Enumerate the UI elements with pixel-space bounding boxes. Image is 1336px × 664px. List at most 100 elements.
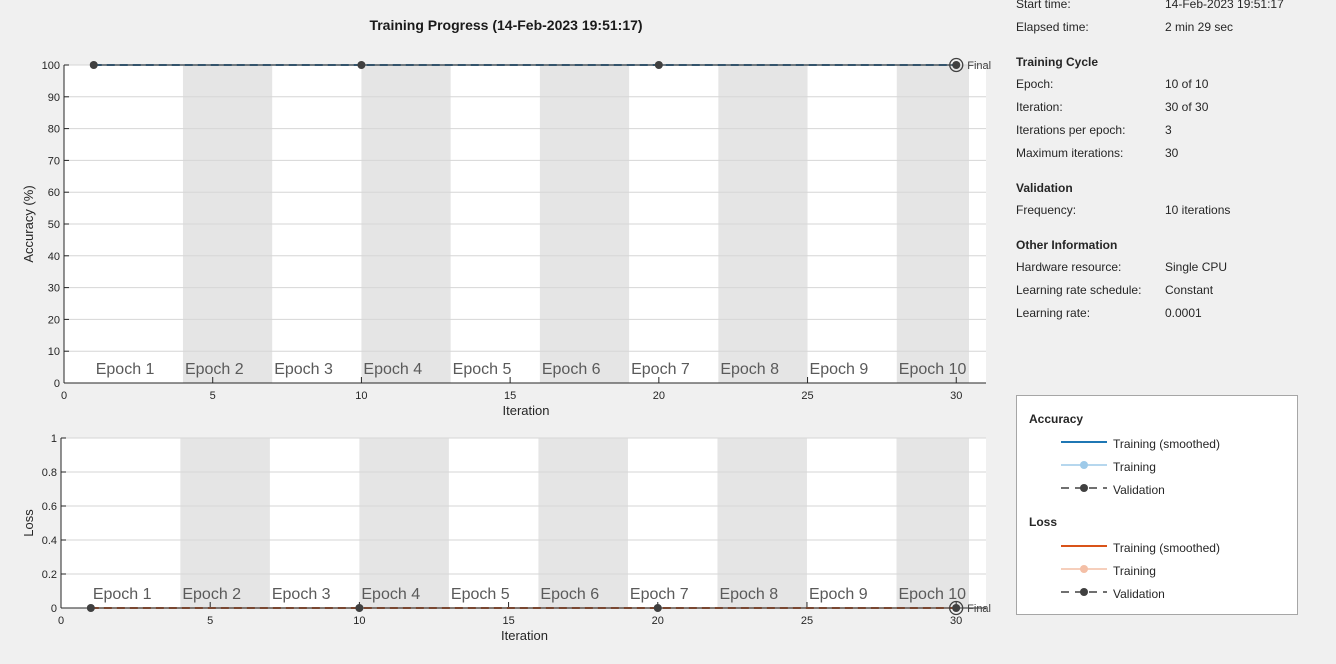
loss-validation-point: [653, 604, 662, 612]
accuracy-final-label: Final: [967, 60, 991, 72]
loss-validation-point: [86, 604, 95, 612]
legend-label: Training: [1113, 460, 1156, 474]
accuracy-validation-point: [357, 61, 366, 69]
loss-x-tick-label: 10: [353, 615, 365, 627]
loss-epoch-label: Epoch 9: [809, 586, 868, 603]
accuracy-x-tick-label: 5: [210, 390, 216, 402]
info-row-start-time: Start time: 14-Feb-2023 19:51:17: [1016, 0, 1326, 16]
loss-epoch-label: Epoch 6: [540, 586, 599, 603]
info-row-learning-rate-schedule: Learning rate schedule: Constant: [1016, 279, 1326, 302]
accuracy-x-tick-label: 20: [653, 390, 665, 402]
line-swatch-icon: [1061, 441, 1107, 443]
loss-epoch-band: [717, 438, 807, 608]
loss-epoch-label: Epoch 3: [272, 586, 331, 603]
accuracy-x-tick-label: 25: [801, 390, 813, 402]
info-key: Iteration:: [1016, 100, 1063, 114]
legend-loss-heading: Loss: [1029, 515, 1058, 529]
loss-y-tick-label: 0.6: [42, 501, 57, 513]
loss-x-tick-label: 30: [950, 615, 962, 627]
accuracy-epoch-label: Epoch 1: [96, 361, 155, 378]
loss-epoch-label: Epoch 10: [898, 586, 966, 603]
accuracy-y-tick-label: 80: [48, 124, 60, 136]
loss-epoch-label: Epoch 2: [182, 586, 241, 603]
info-value: 14-Feb-2023 19:51:17: [1165, 0, 1284, 11]
info-row-frequency: Frequency: 10 iterations: [1016, 199, 1326, 222]
info-value: 10 iterations: [1165, 203, 1231, 217]
loss-validation-point: [952, 604, 961, 612]
accuracy-x-tick-label: 15: [504, 390, 516, 402]
marker-line-swatch-icon: [1061, 565, 1107, 573]
legend-label: Training: [1113, 564, 1156, 578]
legend-item-accuracy-training-smoothed: Training (smoothed): [1059, 435, 1289, 453]
loss-epoch-label: Epoch 1: [93, 586, 152, 603]
accuracy-epoch-label: Epoch 4: [363, 361, 422, 378]
legend-item-loss-training: Training: [1059, 562, 1289, 580]
accuracy-epoch-label: Epoch 10: [899, 361, 967, 378]
chart-title: Training Progress (14-Feb-2023 19:51:17): [369, 17, 643, 33]
loss-epoch-band: [180, 438, 270, 608]
loss-epoch-band: [896, 438, 969, 608]
accuracy-y-tick-label: 70: [48, 155, 60, 167]
accuracy-y-tick-label: 60: [48, 187, 60, 199]
accuracy-y-tick-label: 10: [48, 346, 60, 358]
info-key: Elapsed time:: [1016, 20, 1089, 34]
info-key: Frequency:: [1016, 203, 1077, 217]
legend-label: Training (smoothed): [1113, 541, 1220, 555]
loss-epoch-band: [359, 438, 449, 608]
accuracy-y-tick-label: 90: [48, 92, 60, 104]
legend-item-loss-training-smoothed: Training (smoothed): [1059, 539, 1289, 557]
other-information-heading: Other Information: [1016, 238, 1118, 252]
info-row-hardware-resource: Hardware resource: Single CPU: [1016, 256, 1326, 279]
info-row-learning-rate: Learning rate: 0.0001: [1016, 302, 1326, 325]
accuracy-epoch-label: Epoch 9: [810, 361, 869, 378]
loss-epoch-label: Epoch 8: [719, 586, 778, 603]
accuracy-x-tick-label: 0: [61, 390, 67, 402]
loss-epoch-label: Epoch 4: [361, 586, 420, 603]
loss-x-tick-label: 25: [801, 615, 813, 627]
info-row-epoch: Epoch: 10 of 10: [1016, 73, 1326, 96]
info-value: 3: [1165, 123, 1172, 137]
info-value: 30: [1165, 146, 1179, 160]
accuracy-y-tick-label: 20: [48, 314, 60, 326]
loss-x-tick-label: 20: [652, 615, 664, 627]
info-key: Start time:: [1016, 0, 1071, 11]
accuracy-x-tick-label: 30: [950, 390, 962, 402]
time-section: Start time: 14-Feb-2023 19:51:17 Elapsed…: [1016, 0, 1326, 39]
info-value: 2 min 29 sec: [1165, 20, 1234, 34]
info-row-elapsed-time: Elapsed time: 2 min 29 sec: [1016, 16, 1326, 39]
info-value: Constant: [1165, 283, 1214, 297]
loss-y-tick-label: 0.8: [42, 467, 57, 479]
loss-chart: Epoch 1 Epoch 2 Epoch 3 Epoch 4 Epoch 5 Epoch…: [21, 433, 991, 643]
accuracy-epoch-label: Epoch 8: [720, 361, 779, 378]
accuracy-epoch-label: Epoch 7: [631, 361, 690, 378]
info-row-iterations-per-epoch: Iterations per epoch: 3: [1016, 119, 1326, 142]
accuracy-y-tick-label: 50: [48, 219, 60, 231]
loss-epoch-label: Epoch 5: [451, 586, 510, 603]
info-key: Hardware resource:: [1016, 260, 1122, 274]
accuracy-y-axis-label: Accuracy (%): [21, 185, 36, 262]
accuracy-y-tick-label: 40: [48, 251, 60, 263]
accuracy-x-tick-label: 10: [355, 390, 367, 402]
accuracy-y-tick-label: 30: [48, 283, 60, 295]
line-swatch-icon: [1061, 545, 1107, 547]
accuracy-x-axis-label: Iteration: [503, 403, 550, 418]
accuracy-y-tick-label: 0: [54, 378, 60, 390]
loss-final-marker: [949, 600, 964, 616]
loss-x-axis-label: Iteration: [501, 628, 548, 643]
accuracy-y-tick-label: 100: [42, 60, 60, 72]
legend-label: Training (smoothed): [1113, 437, 1220, 451]
info-key: Learning rate:: [1016, 306, 1091, 320]
legend-item-accuracy-training: Training: [1059, 458, 1289, 476]
accuracy-epoch-label: Epoch 2: [185, 361, 244, 378]
validation-heading: Validation: [1016, 181, 1073, 195]
info-key: Maximum iterations:: [1016, 146, 1124, 160]
loss-y-tick-label: 0.2: [42, 569, 57, 581]
legend-label: Validation: [1113, 587, 1165, 601]
accuracy-validation-point: [952, 61, 961, 69]
info-key: Learning rate schedule:: [1016, 283, 1142, 297]
info-value: Single CPU: [1165, 260, 1228, 274]
loss-x-tick-label: 0: [58, 615, 64, 627]
loss-y-tick-label: 1: [51, 433, 57, 445]
loss-final-label: Final: [967, 603, 991, 615]
info-row-iteration: Iteration: 30 of 30: [1016, 96, 1326, 119]
